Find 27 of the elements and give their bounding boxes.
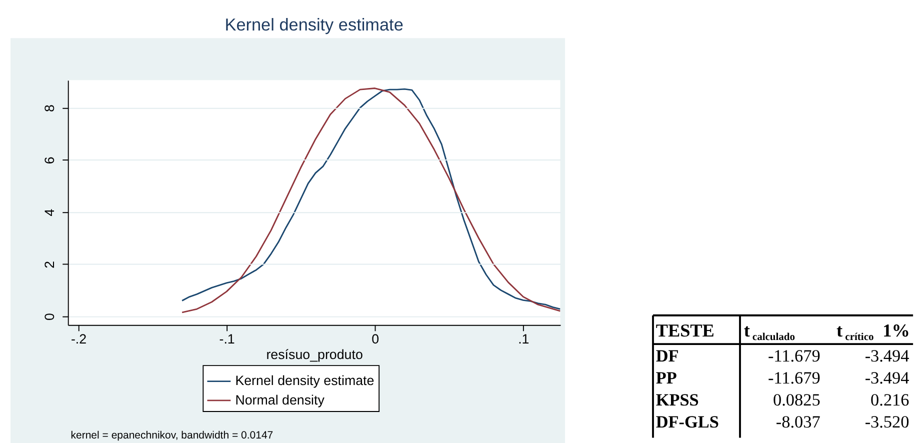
y-tick-label: 4 [42,208,58,216]
chart-title: Kernel density estimate [224,14,404,34]
y-tick-label: 0 [42,313,58,321]
legend-label: Kernel density estimate [235,373,374,388]
data-label: -11.679 [768,368,820,388]
text: kernel = epanechnikov, bandwidth = 0.0147 [70,430,274,442]
x-tick-label: -.2 [70,332,87,347]
y-tick-label: 6 [42,156,58,164]
x-tick-label: -.1 [219,332,235,347]
y-tick-label: 2 [42,260,58,268]
y-tick-label: 8 [42,104,58,112]
category-label: PP [656,368,678,388]
category-label: DF-GLS [656,412,719,432]
data-label: -3.494 [864,346,910,366]
data-label: -3.520 [864,412,910,432]
x-axis-title: resísuo_produto [266,346,363,362]
data-label: -3.494 [864,368,910,388]
data-label: -11.679 [768,346,820,366]
x-tick-label: .1 [518,332,530,347]
data-label: -8.037 [776,412,821,432]
text: TESTE [656,320,714,340]
data-label: 0.216 [870,390,910,410]
data-label: 0.0825 [773,390,820,410]
category-label: KPSS [656,390,699,410]
category-label: DF [656,346,679,366]
x-tick-label: 0 [372,332,380,347]
legend-label: Normal density [235,392,325,408]
